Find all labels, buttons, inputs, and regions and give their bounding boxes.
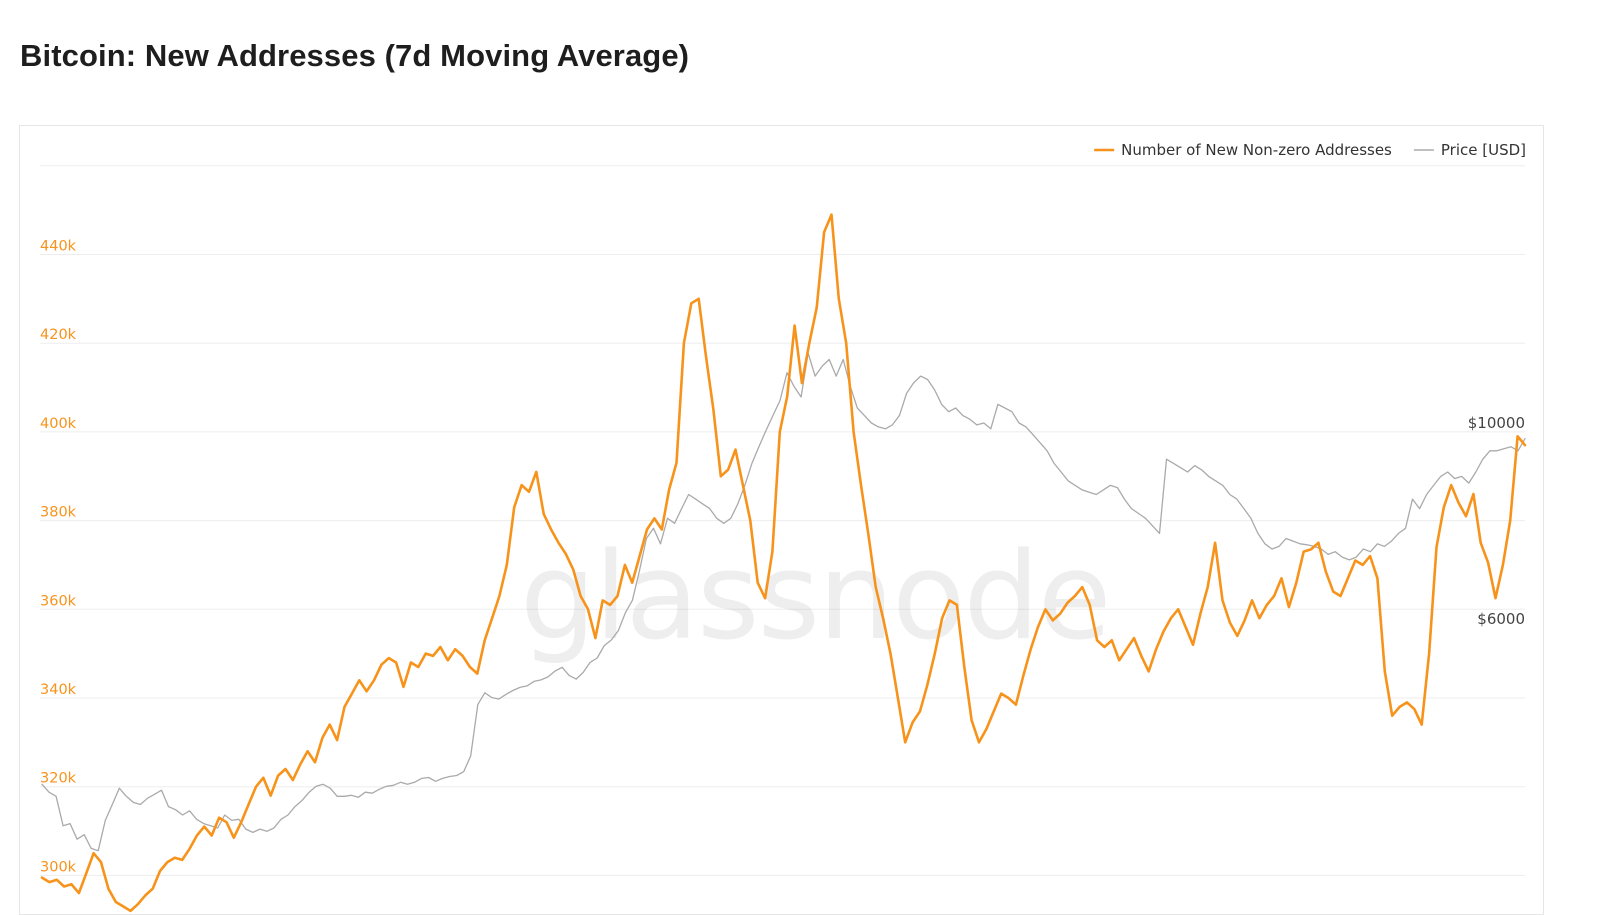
- y-tick-label: 440k: [40, 239, 77, 255]
- new-addresses-line[interactable]: [40, 213, 1527, 913]
- y-tick-label: 300k: [40, 859, 77, 875]
- chart-svg[interactable]: glassnode 300k 320k 340k 360k 380k 400k 420k 44…: [20, 126, 1544, 915]
- price-tick-label: $10000: [1468, 414, 1525, 432]
- page-title: Bitcoin: New Addresses (7d Moving Averag…: [20, 38, 690, 73]
- y-tick-label: 400k: [40, 416, 77, 432]
- price-tick-label: $6000: [1477, 610, 1525, 628]
- y-axis-right: $6000 $10000: [1468, 414, 1525, 628]
- legend-item-price[interactable]: Price [USD]: [1413, 141, 1526, 159]
- legend[interactable]: Price [USD] Number of New Non-zero Addres…: [1094, 141, 1526, 159]
- watermark: glassnode: [520, 528, 1110, 667]
- y-tick-label: 340k: [40, 682, 77, 698]
- grid-lines: [40, 165, 1525, 876]
- price-line[interactable]: [41, 352, 1526, 852]
- y-tick-label: 420k: [40, 327, 77, 343]
- legend-item-new-addresses[interactable]: Number of New Non-zero Addresses: [1094, 141, 1392, 159]
- y-tick-label: 320k: [40, 771, 77, 787]
- legend-label: Number of New Non-zero Addresses: [1121, 141, 1392, 159]
- chart-card: glassnode 300k 320k 340k 360k 380k 400k 420k 44…: [19, 125, 1544, 915]
- y-axis-left: 300k 320k 340k 360k 380k 400k 420k 440k: [40, 239, 77, 876]
- y-tick-label: 360k: [40, 593, 77, 609]
- series-layer[interactable]: [40, 213, 1527, 913]
- y-tick-label: 380k: [40, 505, 77, 521]
- legend-label: Price [USD]: [1441, 141, 1526, 159]
